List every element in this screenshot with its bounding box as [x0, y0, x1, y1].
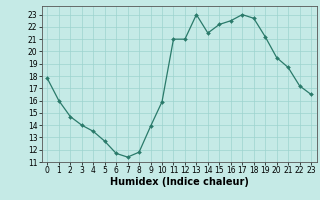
X-axis label: Humidex (Indice chaleur): Humidex (Indice chaleur) — [110, 177, 249, 187]
